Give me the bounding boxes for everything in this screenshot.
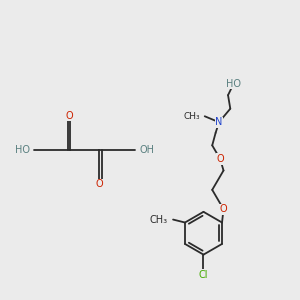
Text: HO: HO	[15, 145, 30, 155]
Text: O: O	[66, 111, 74, 121]
Text: O: O	[220, 204, 227, 214]
Text: Cl: Cl	[199, 270, 208, 280]
Text: O: O	[216, 154, 224, 164]
Text: CH₃: CH₃	[149, 214, 167, 224]
Text: HO: HO	[226, 79, 241, 88]
Text: CH₃: CH₃	[183, 112, 200, 121]
Text: OH: OH	[140, 145, 154, 155]
Text: O: O	[96, 179, 103, 189]
Text: N: N	[215, 117, 223, 127]
